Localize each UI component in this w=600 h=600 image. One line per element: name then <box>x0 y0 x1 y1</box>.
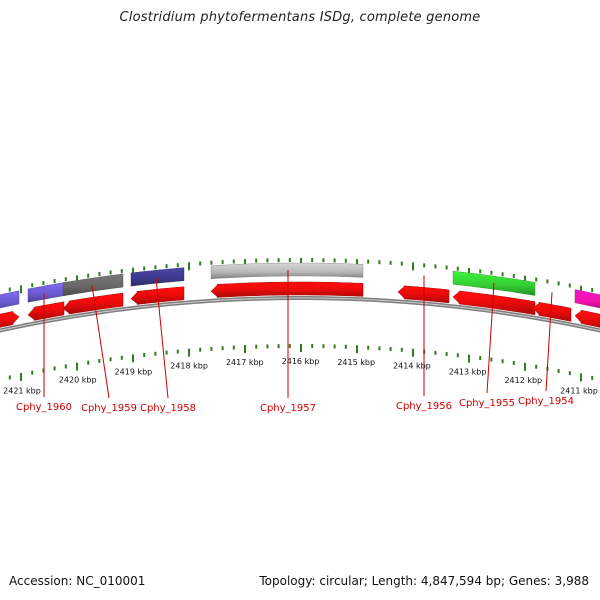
gene-label: Cphy_1959 <box>81 403 137 414</box>
scale-label: 2421 kbp <box>3 386 41 395</box>
gene-label: Cphy_1960 <box>16 402 72 413</box>
scale-labels: 2421 kbp 2420 kbp 2419 kbp 2418 kbp 2417 kbp… <box>3 357 598 396</box>
gene-leader-line <box>91 285 110 399</box>
feature-bar <box>210 262 364 280</box>
gene-arrow <box>574 309 600 328</box>
feature-bar <box>130 267 185 287</box>
gene-label: Cphy_1954 <box>518 396 574 407</box>
scale-label: 2416 kbp <box>282 357 320 366</box>
gene-leader-line <box>155 277 169 399</box>
feature-bar <box>62 273 124 297</box>
scale-ticks <box>8 258 594 382</box>
gene-arrow <box>0 311 20 328</box>
feature-bar <box>574 289 600 309</box>
genome-summary: Topology: circular; Length: 4,847,594 bp… <box>259 574 589 588</box>
gene-label: Cphy_1955 <box>459 398 515 409</box>
gene-arrow <box>210 281 364 298</box>
scale-label: 2418 kbp <box>170 362 208 371</box>
scale-label: 2417 kbp <box>226 358 264 367</box>
feature-bar <box>27 282 65 303</box>
scale-label: 2419 kbp <box>115 367 153 376</box>
genome-backbone <box>0 295 600 333</box>
gene-leader-line <box>486 283 495 394</box>
gene-label: Cphy_1956 <box>396 401 452 412</box>
scale-label: 2420 kbp <box>59 376 97 385</box>
map-title: Clostridium phytofermentans ISDg, comple… <box>119 10 481 25</box>
feature-bar <box>0 290 20 309</box>
scale-label: 2414 kbp <box>393 362 431 371</box>
gene-arrow <box>62 292 124 315</box>
scale-label: 2411 kbp <box>560 387 598 396</box>
accession-text: Accession: NC_010001 <box>9 574 146 588</box>
gene-label: Cphy_1958 <box>140 403 196 414</box>
scale-label: 2413 kbp <box>449 368 487 377</box>
gene-label: Cphy_1957 <box>260 403 316 414</box>
scale-label: 2412 kbp <box>504 376 542 385</box>
gene-leader-line <box>545 292 553 392</box>
gene-arrow <box>532 302 572 322</box>
scale-label: 2415 kbp <box>337 358 375 367</box>
feature-track <box>0 262 600 309</box>
gene-labels: Cphy_1960 Cphy_1959 Cphy_1958 Cphy_1957 Cphy… <box>16 270 574 414</box>
backbone-highlight <box>0 297 600 332</box>
